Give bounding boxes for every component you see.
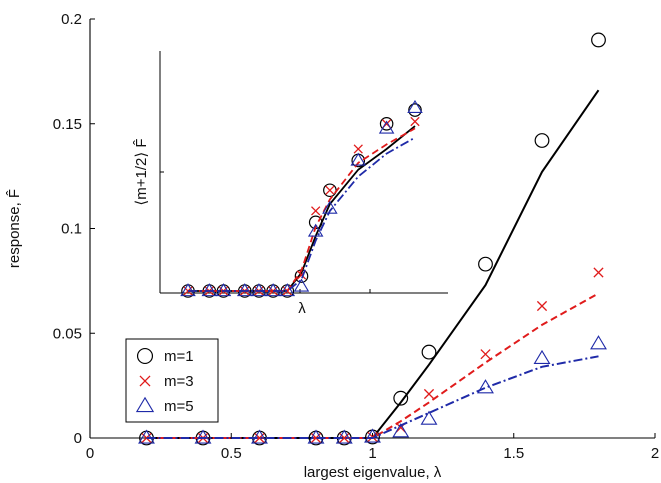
legend-marker <box>136 347 154 365</box>
data-point <box>591 32 606 48</box>
inset-data-point <box>215 283 232 297</box>
inset-y-axis-label: ⟨m+1/2⟩ F̂ <box>133 138 150 205</box>
x-tick-label: 1 <box>368 445 376 462</box>
data-point <box>194 429 212 444</box>
inset-data-point <box>378 120 395 134</box>
x-tick-label: 2 <box>651 445 659 462</box>
legend: m=1 m=3 m=5 <box>125 338 219 423</box>
data-point <box>477 379 494 394</box>
data-point <box>421 344 437 360</box>
legend-label: m=3 <box>164 373 194 390</box>
data-point <box>393 390 409 406</box>
data-point <box>392 423 410 438</box>
y-axis-label: response, F̂ <box>6 189 23 268</box>
legend-box <box>125 338 219 423</box>
inset-series-line <box>188 136 416 292</box>
inset-data-point <box>251 283 267 297</box>
inset-data-point <box>410 116 420 127</box>
inset-data-point <box>408 103 422 117</box>
data-point <box>138 429 155 444</box>
data-point <box>364 428 381 443</box>
data-point <box>536 300 548 312</box>
inset-data-point <box>322 200 338 214</box>
inset-data-point <box>353 144 363 154</box>
data-point <box>251 429 268 444</box>
inset-data-point <box>350 152 367 166</box>
inset-data-point <box>325 185 335 195</box>
inset-axes <box>159 51 448 294</box>
x-tick-label: 0.5 <box>221 445 242 462</box>
data-point <box>478 256 493 272</box>
series-line <box>146 355 599 439</box>
data-point <box>590 335 607 350</box>
x-axis-label: largest eigenvalue, λ <box>304 464 442 481</box>
data-point <box>307 429 325 444</box>
y-tick-label: 0.1 <box>61 221 82 238</box>
x-tick-label: 0 <box>86 445 94 462</box>
main-series <box>138 32 607 446</box>
inset-data-point <box>407 99 423 113</box>
inset-data-point <box>379 117 394 131</box>
inset-data-point <box>307 223 324 237</box>
inset-data-point <box>236 283 253 297</box>
data-point <box>480 349 491 360</box>
inset-data-point <box>180 283 196 297</box>
legend-marker <box>135 396 155 413</box>
data-point <box>335 429 353 444</box>
y-tick-label: 0.05 <box>53 325 82 342</box>
inset-series <box>180 99 423 298</box>
y-tick-label: 0 <box>74 430 82 447</box>
inset-data-point <box>265 283 281 297</box>
main-axes: 0 0.5 1 1.5 2 0 0.05 0.1 0.15 0.2 <box>53 11 659 462</box>
inset-x-axis-label: λ <box>298 300 306 317</box>
inset-data-point <box>311 206 321 216</box>
data-point <box>423 388 435 400</box>
legend-label: m=1 <box>164 348 194 365</box>
data-point <box>534 133 550 148</box>
inset-data-point <box>201 283 218 297</box>
inset-data-point <box>279 283 296 297</box>
data-point <box>593 267 604 278</box>
legend-label: m=5 <box>164 398 194 415</box>
inset-data-point <box>293 278 310 292</box>
data-point <box>533 349 551 365</box>
y-tick-label: 0.2 <box>61 11 82 28</box>
y-tick-label: 0.15 <box>53 116 82 133</box>
inset-series-line <box>188 125 416 292</box>
x-tick-label: 1.5 <box>503 445 524 462</box>
data-point <box>420 410 438 425</box>
legend-marker <box>139 375 151 387</box>
